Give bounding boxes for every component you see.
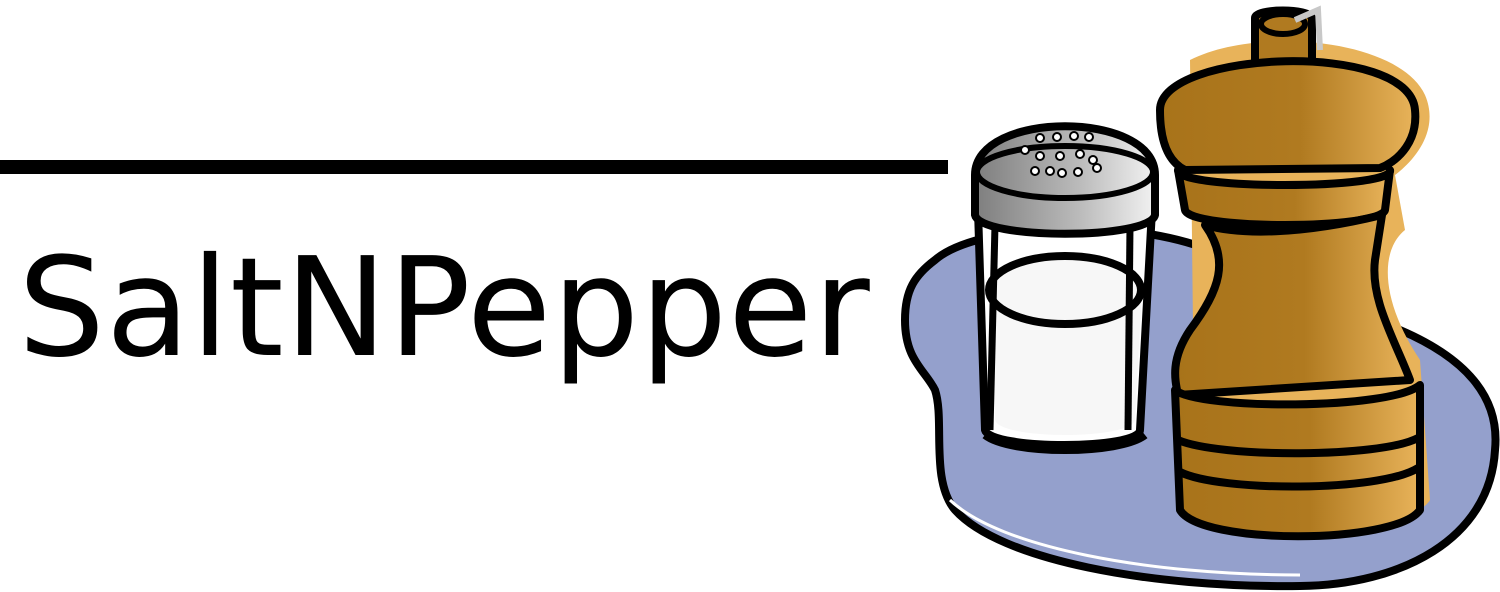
pepper-mill <box>1156 5 1430 541</box>
brand-name: SaltNPepper <box>18 229 871 388</box>
header-rule-line <box>0 160 948 174</box>
salt-shaker <box>971 122 1159 454</box>
